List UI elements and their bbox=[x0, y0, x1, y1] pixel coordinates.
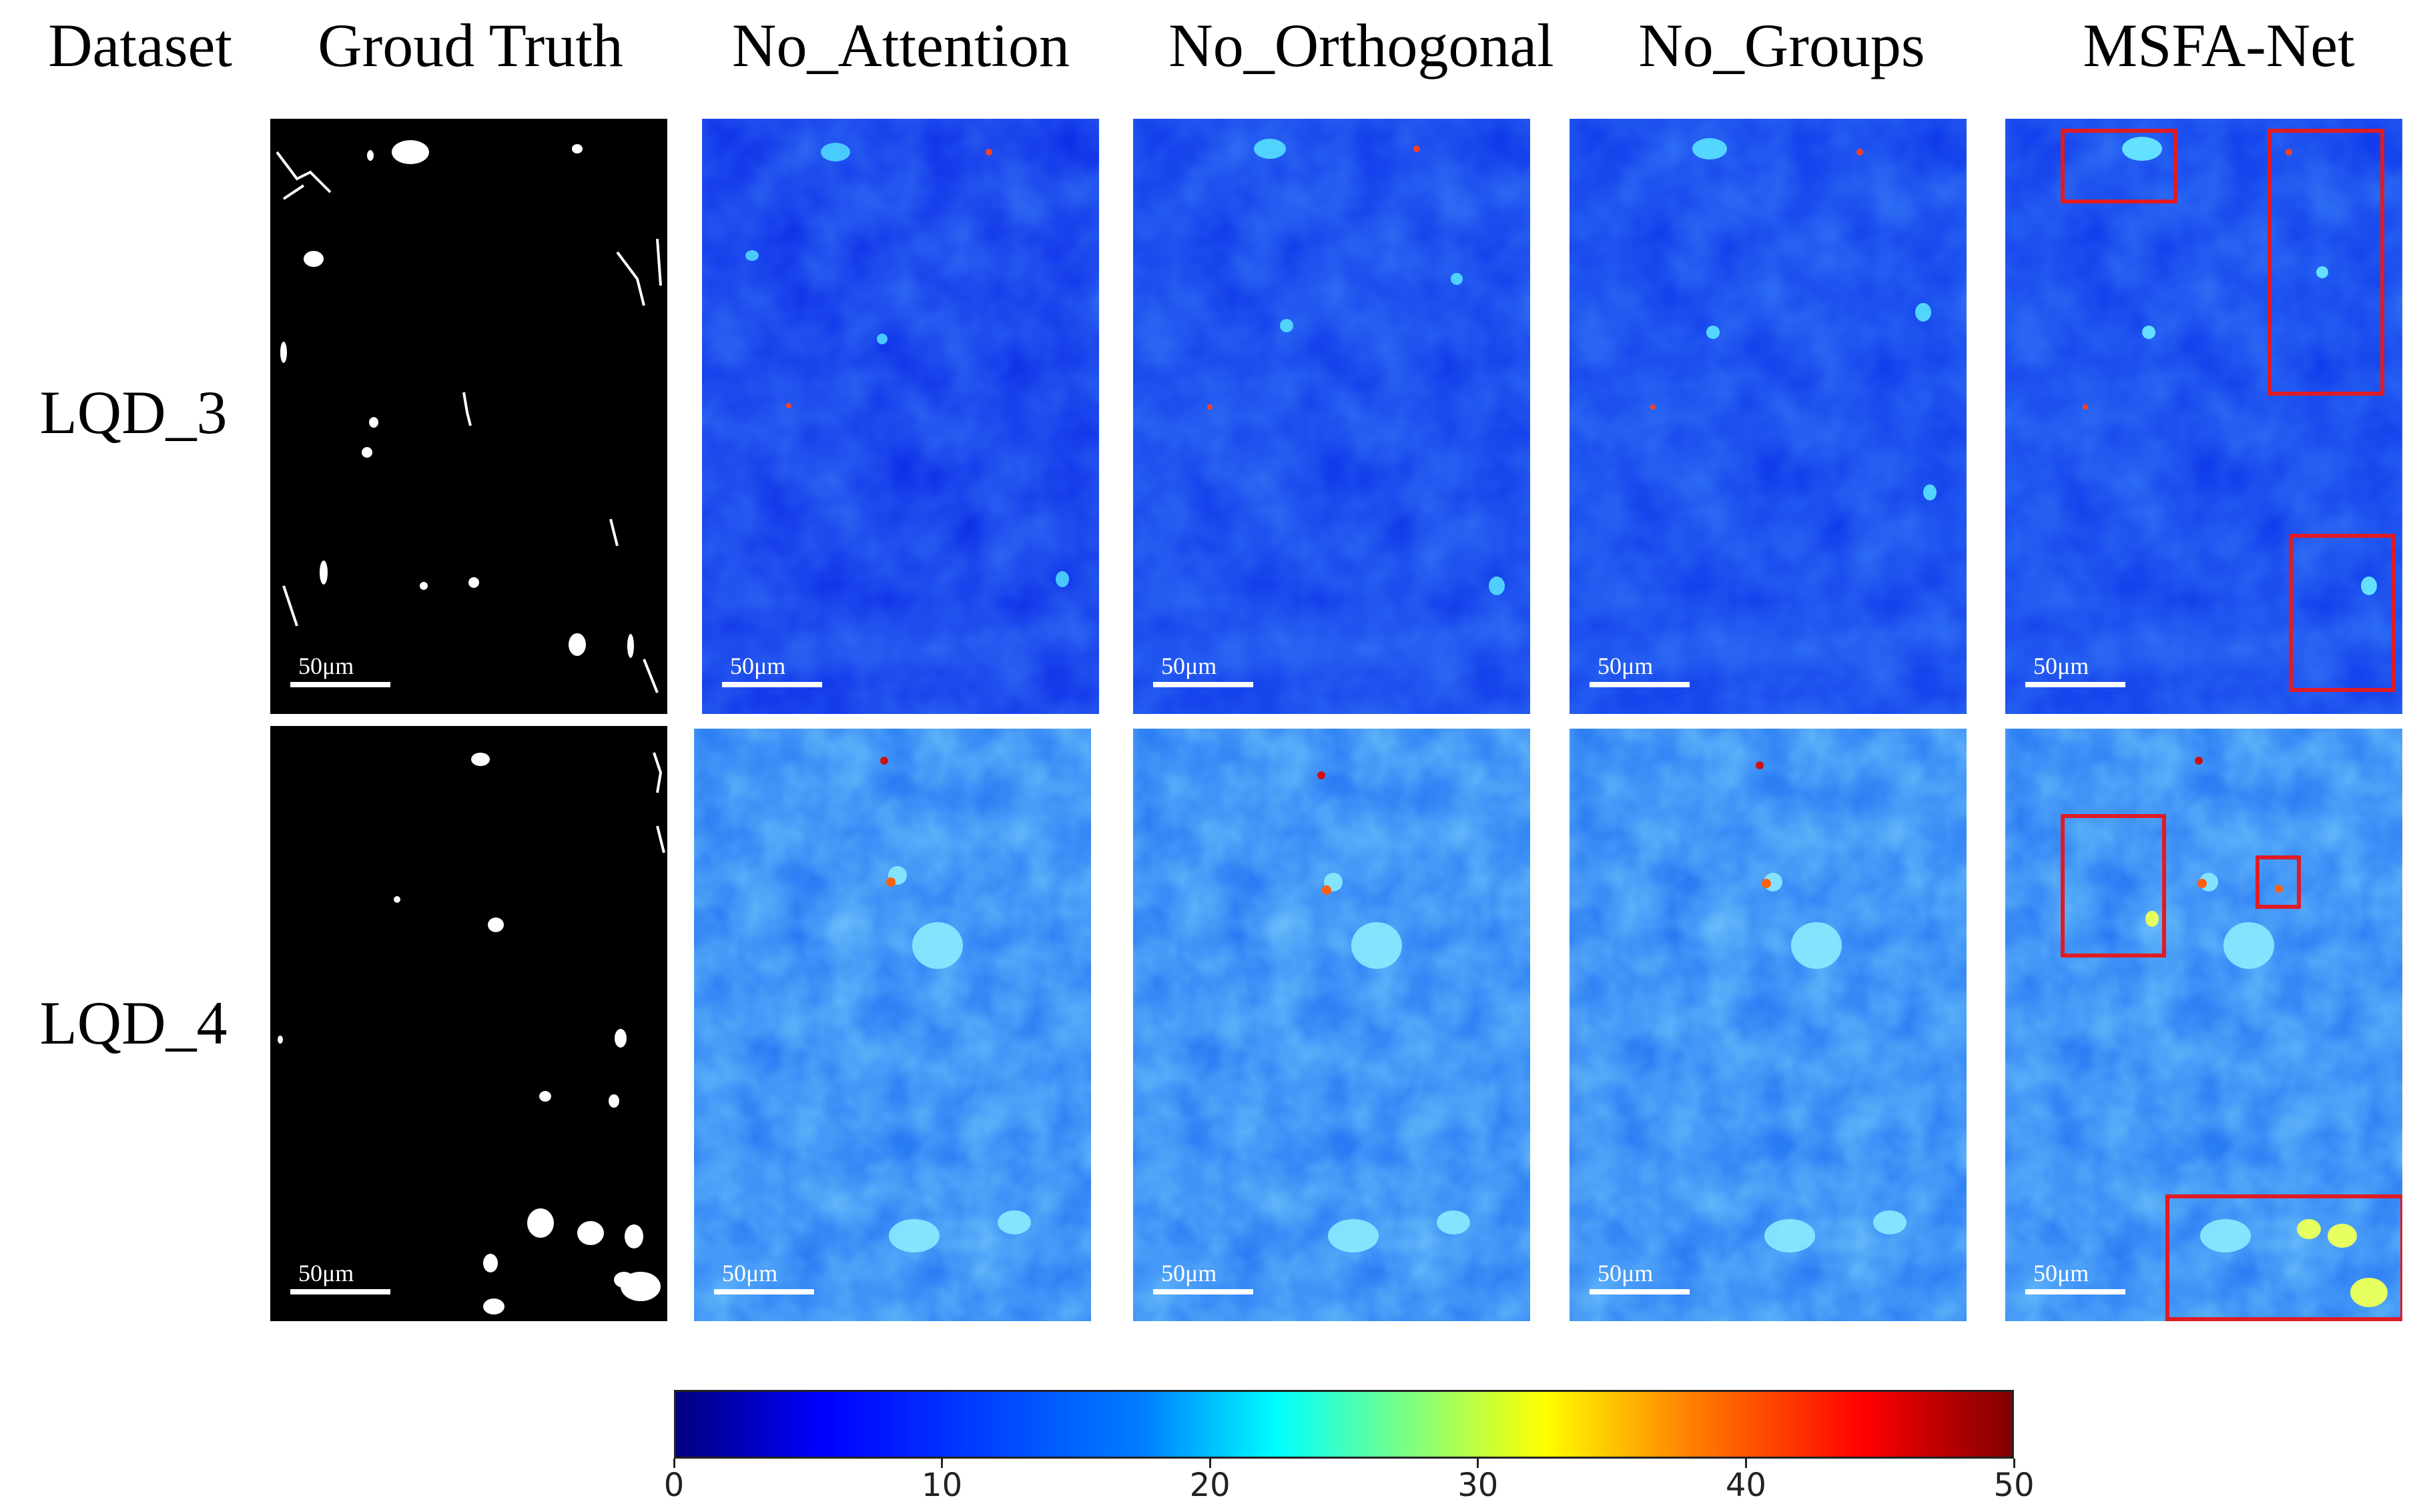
scale-bar-lqd3-no-groups: 50μm bbox=[1590, 653, 1690, 687]
heatmap-lqd3-no-attention bbox=[702, 119, 1099, 714]
panel-lqd3-no-attention: 50μm bbox=[702, 119, 1099, 714]
highlight-box-lqd3-1 bbox=[2061, 129, 2177, 204]
scale-bar-lqd4-no-attention: 50μm bbox=[714, 1260, 814, 1294]
colorbar-tick-label-20: 20 bbox=[1189, 1467, 1231, 1504]
ground-truth-mask-lqd4 bbox=[278, 752, 665, 1314]
scale-bar-lqd3-no-attention: 50μm bbox=[722, 653, 822, 687]
colorbar-tick-label-30: 30 bbox=[1457, 1467, 1499, 1504]
colorbar-tick-label-50: 50 bbox=[1993, 1467, 2035, 1504]
colorbar-tick-10 bbox=[941, 1459, 944, 1468]
scale-bar-lqd4-msfa-net: 50μm bbox=[2025, 1260, 2125, 1294]
scale-bar-lqd3-no-orthogonal: 50μm bbox=[1153, 653, 1253, 687]
header-dataset: Dataset bbox=[48, 11, 232, 79]
highlight-box-lqd3-2 bbox=[2268, 129, 2384, 396]
header-msfa-net: MSFA-Net bbox=[2083, 11, 2355, 79]
scale-bar-lqd4-no-groups: 50μm bbox=[1590, 1260, 1690, 1294]
header-ground-truth: Groud Truth bbox=[318, 11, 623, 79]
heatmap-lqd3-no-orthogonal bbox=[1133, 119, 1530, 714]
colorbar-tick-0 bbox=[673, 1459, 675, 1468]
panel-lqd4-no-attention: 50μm bbox=[694, 729, 1091, 1321]
colorbar-tick-label-40: 40 bbox=[1725, 1467, 1766, 1504]
panel-lqd4-no-groups: 50μm bbox=[1570, 729, 1967, 1321]
panel-lqd3-no-orthogonal: 50μm bbox=[1133, 119, 1530, 714]
header-no-groups: No_Groups bbox=[1638, 11, 1925, 79]
scale-bar-lqd4-gt: 50μm bbox=[290, 1260, 390, 1294]
colorbar bbox=[674, 1390, 2014, 1459]
row-label-lqd4: LQD_4 bbox=[39, 989, 228, 1057]
highlight-box-lqd3-3 bbox=[2289, 534, 2396, 692]
panel-lqd4-ground-truth: 50μm bbox=[270, 726, 667, 1321]
heatmap-lqd4-no-groups bbox=[1570, 729, 1967, 1321]
panel-lqd3-ground-truth: 50μm bbox=[270, 119, 667, 714]
scale-bar-lqd4-no-orthogonal: 50μm bbox=[1153, 1260, 1253, 1294]
header-no-orthogonal: No_Orthogonal bbox=[1168, 11, 1554, 79]
colorbar-tick-label-0: 0 bbox=[663, 1467, 685, 1504]
colorbar-tick-50 bbox=[2013, 1459, 2015, 1468]
colorbar-tick-30 bbox=[1477, 1459, 1479, 1468]
header-no-attention: No_Attention bbox=[732, 11, 1070, 79]
colorbar-tick-20 bbox=[1208, 1459, 1211, 1468]
highlight-box-lqd4-3 bbox=[2165, 1194, 2402, 1321]
heatmap-lqd4-no-attention bbox=[694, 729, 1091, 1321]
colorbar-tick-label-10: 10 bbox=[922, 1467, 963, 1504]
heatmap-lqd4-no-orthogonal bbox=[1133, 729, 1530, 1321]
highlight-box-lqd4-2 bbox=[2256, 855, 2301, 909]
panel-lqd3-no-groups: 50μm bbox=[1570, 119, 1967, 714]
scale-bar-lqd3-msfa-net: 50μm bbox=[2025, 653, 2125, 687]
colorbar-tick-40 bbox=[1744, 1459, 1747, 1468]
highlight-box-lqd4-1 bbox=[2061, 814, 2166, 958]
panel-lqd3-msfa-net: 50μm bbox=[2005, 119, 2402, 714]
panel-lqd4-no-orthogonal: 50μm bbox=[1133, 729, 1530, 1321]
row-label-lqd3: LQD_3 bbox=[39, 378, 228, 446]
ground-truth-mask-lqd3 bbox=[276, 140, 662, 693]
scale-bar-lqd3-gt: 50μm bbox=[290, 653, 390, 687]
heatmap-lqd3-msfa-net bbox=[2005, 119, 2402, 714]
panel-lqd4-msfa-net: 50μm bbox=[2005, 729, 2402, 1321]
heatmap-lqd4-msfa-net bbox=[2005, 729, 2402, 1321]
heatmap-lqd3-no-groups bbox=[1570, 119, 1967, 714]
